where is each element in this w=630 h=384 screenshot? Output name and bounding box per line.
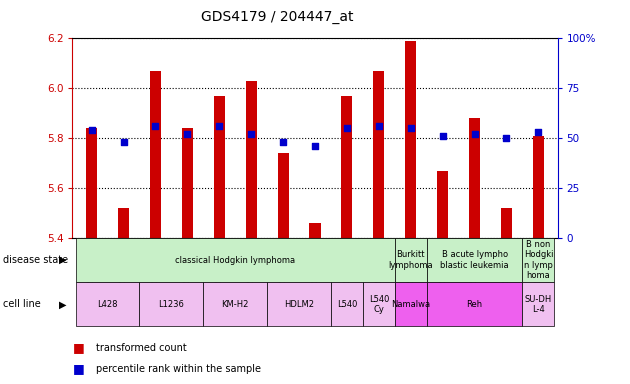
Bar <box>309 223 321 238</box>
Point <box>246 131 256 137</box>
Bar <box>437 171 448 238</box>
Text: Namalwa: Namalwa <box>391 300 430 309</box>
Point <box>374 123 384 129</box>
Point <box>501 135 512 141</box>
Bar <box>86 128 97 238</box>
Text: KM-H2: KM-H2 <box>222 300 249 309</box>
Point <box>438 133 448 139</box>
Point <box>118 139 129 145</box>
Text: Burkitt
lymphoma: Burkitt lymphoma <box>389 250 433 270</box>
Text: cell line: cell line <box>3 299 41 310</box>
Bar <box>118 208 129 238</box>
Bar <box>182 128 193 238</box>
Bar <box>246 81 257 238</box>
Text: ▶: ▶ <box>59 255 66 265</box>
Point <box>534 129 544 135</box>
Point <box>214 123 224 129</box>
Text: Reh: Reh <box>466 300 483 309</box>
Text: L540: L540 <box>336 300 357 309</box>
Point <box>406 125 416 131</box>
Text: transformed count: transformed count <box>96 343 187 353</box>
Text: HDLM2: HDLM2 <box>284 300 314 309</box>
Text: ■: ■ <box>72 341 84 354</box>
Point <box>469 131 479 137</box>
Text: percentile rank within the sample: percentile rank within the sample <box>96 364 261 374</box>
Bar <box>501 208 512 238</box>
Point <box>310 143 320 149</box>
Bar <box>341 96 353 238</box>
Point <box>151 123 161 129</box>
Text: ▶: ▶ <box>59 299 66 310</box>
Point <box>342 125 352 131</box>
Text: L1236: L1236 <box>159 300 185 309</box>
Bar <box>150 71 161 238</box>
Bar <box>277 153 289 238</box>
Bar <box>214 96 225 238</box>
Text: B non
Hodgki
n lymp
homa: B non Hodgki n lymp homa <box>524 240 553 280</box>
Text: GDS4179 / 204447_at: GDS4179 / 204447_at <box>201 10 353 23</box>
Text: ■: ■ <box>72 362 84 375</box>
Text: L428: L428 <box>97 300 118 309</box>
Bar <box>533 136 544 238</box>
Text: disease state: disease state <box>3 255 68 265</box>
Text: L540
Cy: L540 Cy <box>369 295 389 314</box>
Point <box>278 139 288 145</box>
Text: SU-DH
L-4: SU-DH L-4 <box>525 295 552 314</box>
Bar <box>405 41 416 238</box>
Text: B acute lympho
blastic leukemia: B acute lympho blastic leukemia <box>440 250 509 270</box>
Point <box>182 131 192 137</box>
Point <box>86 127 96 133</box>
Bar <box>469 118 480 238</box>
Text: classical Hodgkin lymphoma: classical Hodgkin lymphoma <box>175 256 295 265</box>
Bar <box>373 71 384 238</box>
